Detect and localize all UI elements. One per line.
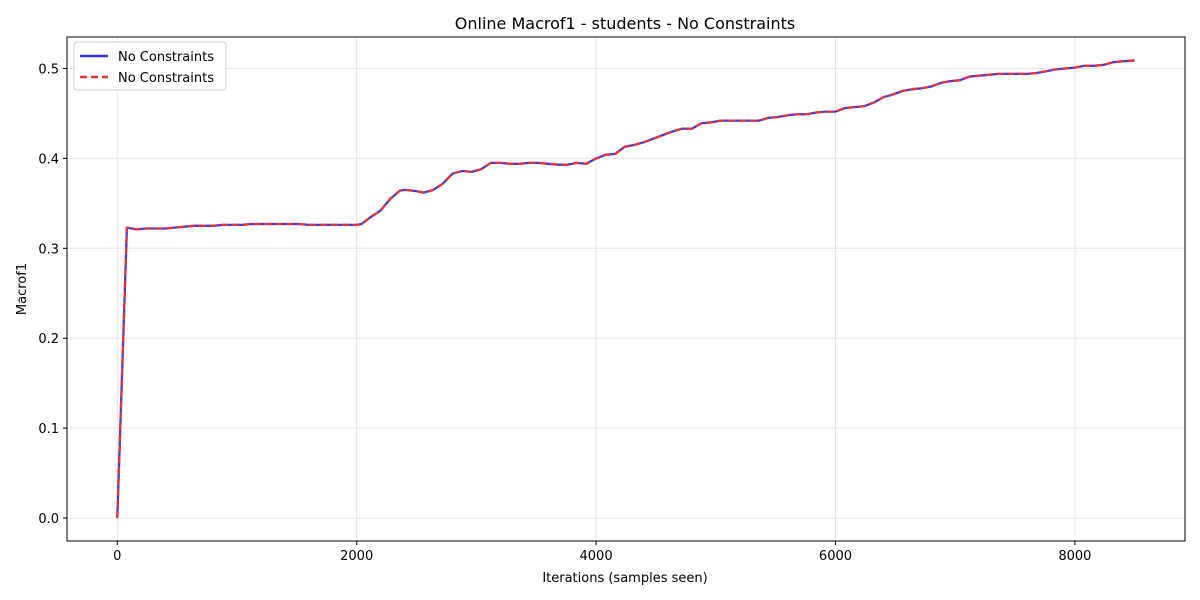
x-axis-label: Iterations (samples seen) (542, 571, 707, 586)
y-tick-label: 0.0 (38, 512, 59, 527)
y-tick-label: 0.2 (38, 332, 59, 347)
plot-area-frame (66, 36, 1186, 542)
y-tick-label: 0.1 (38, 422, 59, 437)
x-tick-label: 6000 (819, 549, 852, 564)
series-layer (116, 59, 1135, 519)
chart-title: Online Macrof1 - students - No Constrain… (455, 14, 795, 33)
x-tick-label: 2000 (340, 549, 373, 564)
legend: No Constraints No Constraints (73, 41, 227, 91)
legend-box (73, 41, 227, 91)
y-tick-label: 0.5 (38, 62, 59, 77)
x-tick-label: 4000 (580, 549, 613, 564)
y-tick-label: 0.3 (38, 242, 59, 257)
legend-label-dashed: No Constraints (118, 71, 214, 86)
y-tick-label: 0.4 (38, 152, 59, 167)
y-axis-label: Macrof1 (15, 263, 30, 315)
legend-label-solid: No Constraints (118, 50, 214, 65)
x-tick-label: 0 (113, 549, 121, 564)
grid (67, 37, 1185, 541)
series-line-dashed (116, 59, 1135, 519)
axis-ticks: 0 2000 4000 6000 8000 0.0 0.1 0.2 0.3 0.4 0.5 (38, 62, 1091, 564)
x-tick-label: 8000 (1058, 549, 1091, 564)
